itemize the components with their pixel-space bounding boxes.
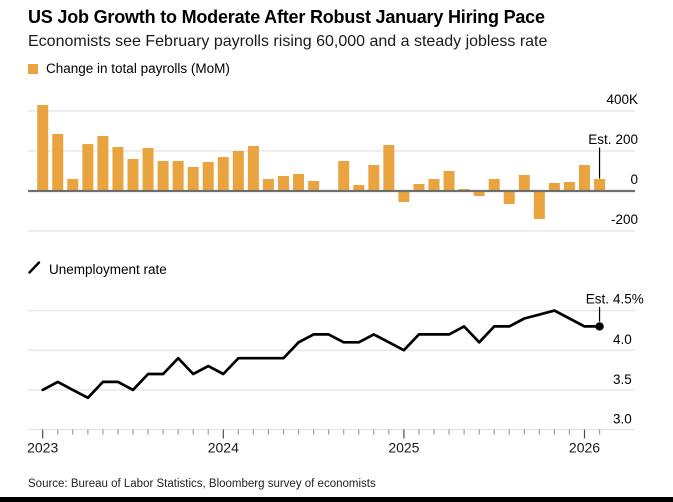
payroll-bar	[157, 161, 169, 191]
payrolls-bar-chart: 400K 200 0 -200 Est.	[28, 92, 638, 232]
payroll-bar	[97, 136, 109, 191]
payroll-bar	[202, 162, 214, 191]
payroll-bar	[488, 179, 500, 191]
source-note: Source: Bureau of Labor Statistics, Bloo…	[28, 478, 376, 490]
unemployment-legend-label: Unemployment rate	[49, 261, 167, 277]
payroll-bar	[368, 165, 380, 191]
y-axis-label: 400K	[606, 92, 638, 107]
bottom-bar	[0, 497, 673, 502]
payroll-bar	[67, 179, 79, 191]
payroll-bar	[563, 182, 575, 191]
unemployment-line-chart: 2023 2024 2025 2026 4.5% Est. 4.0 3.5 3.0	[27, 292, 644, 456]
payroll-bar	[443, 171, 455, 191]
estimate-label: Est.	[588, 132, 611, 147]
payroll-bar	[594, 179, 606, 191]
y-axis-label: 0	[630, 172, 638, 187]
payroll-bar	[82, 144, 94, 191]
x-axis-year-label: 2025	[388, 440, 419, 456]
payroll-bar	[278, 176, 289, 191]
payrolls-legend-label: Change in total payrolls (MoM)	[46, 61, 230, 76]
payroll-bar	[398, 191, 410, 202]
payroll-bar	[353, 185, 365, 191]
y-axis-label: 200	[615, 132, 638, 147]
payroll-bar	[112, 147, 124, 191]
estimate-label: Est.	[586, 292, 609, 307]
estimate-dot	[595, 322, 604, 331]
payroll-bar	[217, 157, 229, 191]
payroll-bar	[262, 179, 274, 191]
y-axis-label: 3.5	[613, 372, 632, 387]
payroll-bar	[142, 148, 154, 191]
payroll-bar	[338, 161, 350, 191]
payroll-bar	[383, 145, 395, 191]
y-axis-label: -200	[611, 212, 638, 227]
payroll-bar	[413, 184, 425, 191]
chart-title: US Job Growth to Moderate After Robust J…	[28, 7, 545, 27]
payroll-bar	[293, 174, 305, 191]
payroll-bar	[518, 175, 530, 191]
payroll-bar	[308, 181, 320, 191]
y-axis-label: 3.0	[613, 412, 632, 427]
chart-subtitle: Economists see February payrolls rising …	[28, 33, 548, 50]
payroll-bar	[127, 159, 139, 191]
payroll-bar	[503, 191, 515, 204]
payroll-bar	[533, 191, 545, 219]
payroll-bar	[37, 105, 49, 191]
payrolls-legend: Change in total payrolls (MoM)	[28, 61, 230, 76]
payroll-bar	[172, 161, 184, 191]
y-axis-label: 4.0	[613, 332, 632, 347]
bar-swatch-icon	[28, 63, 38, 74]
payroll-bar	[247, 146, 259, 191]
payroll-bar	[548, 183, 560, 191]
x-axis-year-label: 2023	[27, 440, 58, 456]
y-axis-label: 4.5%	[613, 292, 644, 307]
payroll-bar	[187, 167, 199, 191]
payroll-bar	[579, 165, 590, 191]
payroll-bar	[428, 179, 440, 191]
payroll-bar	[232, 151, 244, 191]
x-axis-year-label: 2024	[208, 440, 239, 456]
line-swatch-icon	[28, 261, 41, 277]
unemployment-legend: Unemployment rate	[28, 261, 167, 277]
payroll-bar	[52, 134, 64, 191]
unemployment-line	[41, 309, 601, 400]
payroll-bar	[473, 191, 485, 196]
x-axis-year-label: 2026	[569, 440, 600, 456]
